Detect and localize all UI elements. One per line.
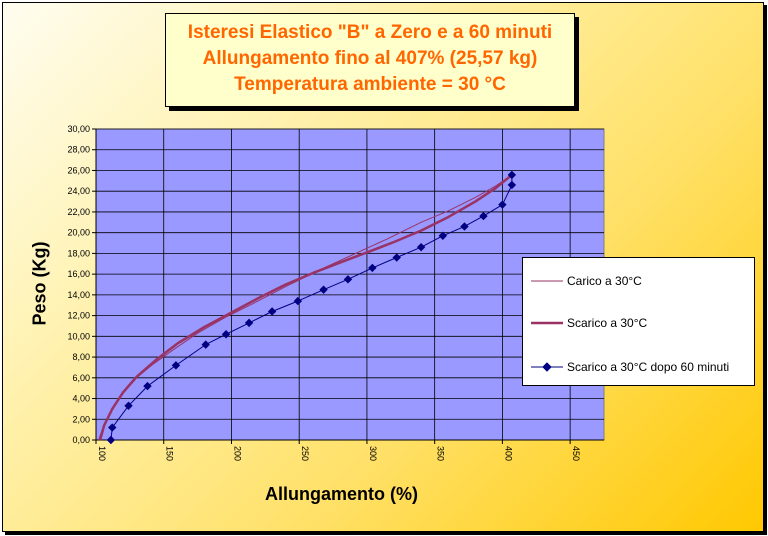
y-tick-label: 28,00 bbox=[67, 145, 90, 155]
legend: Carico a 30°C Scarico a 30°C Scarico a 3… bbox=[522, 257, 755, 386]
data-point-marker bbox=[319, 285, 328, 294]
legend-swatch-scarico-60 bbox=[531, 362, 563, 372]
data-point-marker bbox=[460, 222, 469, 231]
y-tick-label: 8,00 bbox=[72, 352, 90, 362]
x-tick-label: 450 bbox=[571, 446, 581, 461]
data-point-marker bbox=[201, 340, 210, 349]
data-point-marker bbox=[498, 200, 507, 209]
axis-ticks: 0,00 2,00 4,00 6,00 8,00 10,00 12,00 14,00 16,00… bbox=[67, 124, 604, 461]
y-axis-title: Peso (Kg) bbox=[29, 241, 50, 326]
y-tick-label: 30,00 bbox=[67, 124, 90, 134]
y-tick-label: 14,00 bbox=[67, 290, 90, 300]
x-axis-title: Allungamento (%) bbox=[265, 484, 418, 504]
data-point-marker bbox=[171, 361, 181, 370]
data-point-marker bbox=[368, 263, 377, 273]
legend-swatch-scarico bbox=[531, 321, 563, 325]
y-tick-label: 18,00 bbox=[67, 248, 90, 258]
legend-swatch-carico bbox=[531, 280, 563, 282]
y-tick-label: 6,00 bbox=[72, 373, 90, 383]
data-point-marker bbox=[244, 318, 254, 328]
data-point-marker bbox=[108, 423, 117, 432]
chart-title-box: Isteresi Elastico "B" a Zero e a 60 minu… bbox=[165, 13, 575, 107]
x-tick-label: 150 bbox=[165, 446, 175, 461]
y-tick-label: 24,00 bbox=[67, 186, 90, 196]
series-line-1 bbox=[98, 173, 513, 441]
data-point-marker bbox=[221, 330, 231, 339]
legend-item-scarico: Scarico a 30°C bbox=[523, 315, 754, 331]
y-tick-label: 10,00 bbox=[67, 331, 90, 341]
data-point-marker bbox=[293, 296, 303, 306]
data-point-marker bbox=[267, 307, 277, 316]
legend-label-scarico: Scarico a 30°C bbox=[567, 316, 648, 330]
data-point-marker bbox=[392, 253, 401, 262]
y-tick-label: 20,00 bbox=[67, 228, 90, 238]
grid-lines bbox=[95, 128, 604, 441]
y-tick-label: 0,00 bbox=[72, 435, 90, 445]
y-tick-label: 26,00 bbox=[67, 165, 90, 175]
legend-label-scarico-60: Scarico a 30°C dopo 60 minuti bbox=[567, 360, 730, 374]
data-point-marker bbox=[124, 401, 133, 410]
data-point-marker bbox=[507, 170, 517, 180]
data-point-marker bbox=[143, 381, 152, 391]
data-point-marker bbox=[416, 242, 426, 252]
series-group bbox=[98, 170, 517, 445]
x-tick-label: 200 bbox=[232, 446, 242, 461]
chart-title: Isteresi Elastico "B" a Zero e a 60 minu… bbox=[187, 22, 553, 43]
data-point-marker bbox=[106, 435, 116, 445]
legend-item-carico: Carico a 30°C bbox=[523, 273, 754, 289]
x-tick-label: 250 bbox=[300, 446, 310, 461]
data-point-marker bbox=[343, 275, 353, 284]
plot-area bbox=[95, 128, 605, 441]
legend-label-carico: Carico a 30°C bbox=[567, 274, 642, 288]
y-tick-label: 16,00 bbox=[67, 269, 90, 279]
legend-item-scarico-60: Scarico a 30°C dopo 60 minuti bbox=[523, 359, 754, 375]
x-tick-label: 350 bbox=[436, 446, 446, 461]
data-point-marker bbox=[479, 211, 488, 221]
x-tick-label: 100 bbox=[97, 446, 107, 461]
y-tick-label: 2,00 bbox=[72, 414, 90, 424]
y-tick-label: 12,00 bbox=[67, 311, 90, 321]
data-point-marker bbox=[438, 231, 448, 240]
y-tick-label: 22,00 bbox=[67, 207, 90, 217]
data-point-marker bbox=[507, 180, 517, 190]
chart-subtitle-1: Allungamento fino al 407% (25,57 kg) bbox=[202, 48, 538, 69]
chart-subtitle-2: Temperatura ambiente = 30 °C bbox=[234, 74, 506, 95]
x-tick-label: 400 bbox=[503, 446, 513, 461]
x-tick-label: 300 bbox=[368, 446, 378, 461]
y-tick-label: 4,00 bbox=[72, 394, 90, 404]
